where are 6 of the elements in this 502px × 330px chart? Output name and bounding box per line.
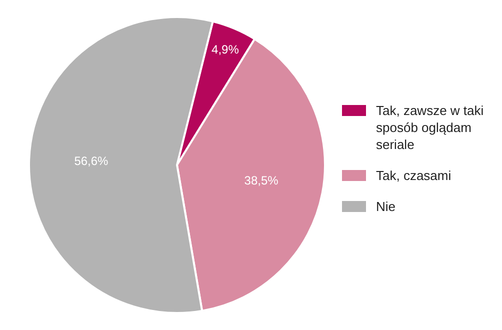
data-label: 56,6%: [74, 154, 109, 168]
legend-label: Tak, czasami: [376, 166, 452, 184]
data-label: 4,9%: [212, 42, 240, 57]
legend-label: Nie: [376, 198, 396, 214]
legend-label: Tak, zawsze w taki sposób oglądam seriale: [376, 102, 485, 152]
data-label: 38,5%: [244, 174, 279, 188]
